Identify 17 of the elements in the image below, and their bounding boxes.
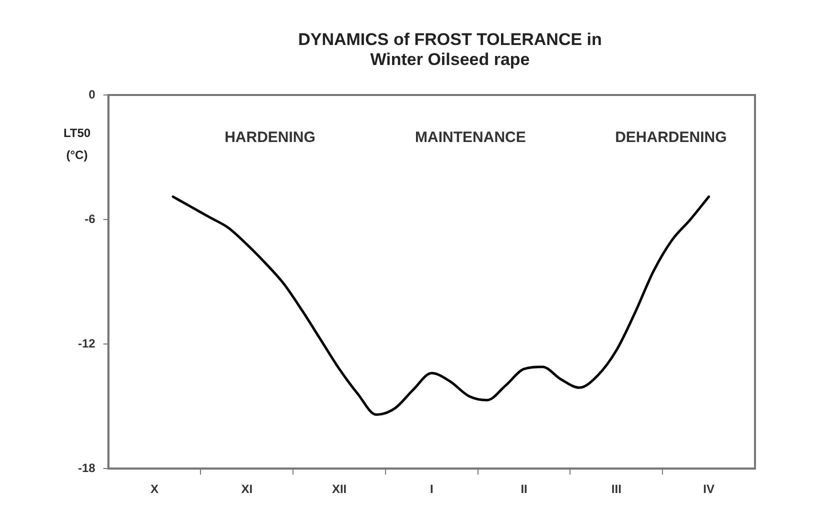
annotation: DEHARDENING bbox=[615, 129, 727, 146]
x-tick-label: XI bbox=[241, 482, 253, 496]
y-tick-label: 0 bbox=[88, 87, 96, 102]
x-tick-label: X bbox=[150, 482, 159, 496]
x-tick-label: II bbox=[520, 482, 528, 496]
x-tick-label: XII bbox=[332, 482, 347, 496]
y-tick-label: -12 bbox=[78, 336, 96, 350]
line-series bbox=[172, 195, 710, 416]
chart-title: DYNAMICS of FROST TOLERANCE in Winter Oilseed rape bbox=[297, 30, 603, 70]
x-tick-label: III bbox=[611, 482, 622, 496]
y-tick-label: -6 bbox=[84, 212, 96, 226]
x-tick-label: IV bbox=[703, 482, 714, 496]
y-tick-label: -18 bbox=[78, 460, 96, 475]
y-axis-title: LT50 (°C) bbox=[62, 125, 92, 164]
annotation: MAINTENANCE bbox=[415, 129, 526, 146]
annotation: HARDENING bbox=[224, 129, 316, 146]
x-tick-label: I bbox=[430, 482, 434, 496]
